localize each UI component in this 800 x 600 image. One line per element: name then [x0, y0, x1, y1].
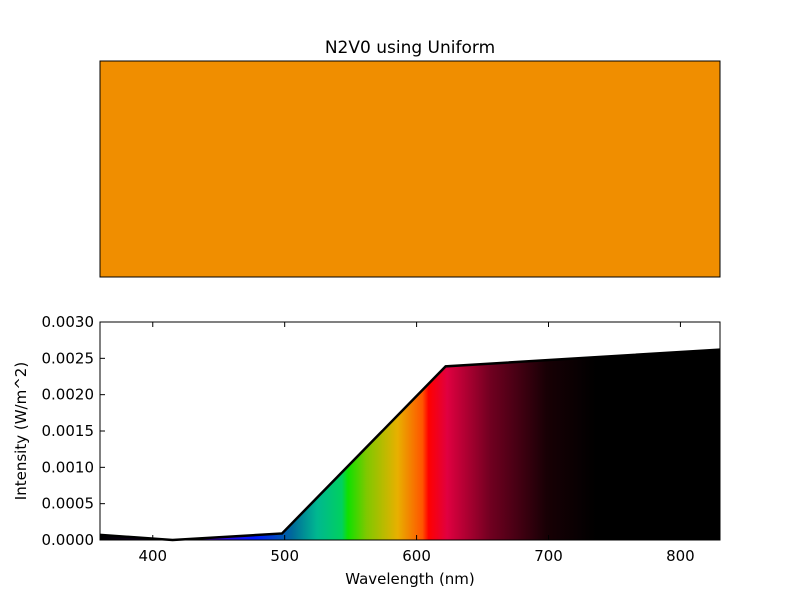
y-tick-label: 0.0020 [42, 386, 95, 404]
intensity-line [99, 348, 721, 542]
spectrum-area [100, 349, 720, 540]
x-tick-label: 600 [402, 547, 431, 565]
x-tick-label: 700 [534, 547, 563, 565]
chart-title: N2V0 using Uniform [325, 38, 495, 58]
y-tick-label: 0.0030 [42, 313, 95, 331]
y-tick-label: 0.0025 [42, 349, 95, 367]
y-tick-label: 0.0010 [42, 458, 95, 476]
y-axis-label: Intensity (W/m^2) [12, 362, 30, 500]
x-tick-label: 400 [138, 547, 167, 565]
y-tick-label: 0.0005 [42, 495, 95, 513]
color-swatch [99, 60, 721, 278]
x-tick-label: 800 [666, 547, 695, 565]
y-tick-label: 0.0015 [42, 422, 95, 440]
y-tick-label: 0.0000 [42, 531, 95, 549]
x-axis-ticks: 400 500 600 700 800 [138, 322, 695, 565]
plot-area [99, 321, 721, 542]
x-axis-label: Wavelength (nm) [345, 570, 475, 588]
x-tick-label: 500 [270, 547, 299, 565]
y-axis-ticks: 0.0000 0.0005 0.0010 0.0015 0.0020 0.0025 0.00… [42, 313, 720, 549]
